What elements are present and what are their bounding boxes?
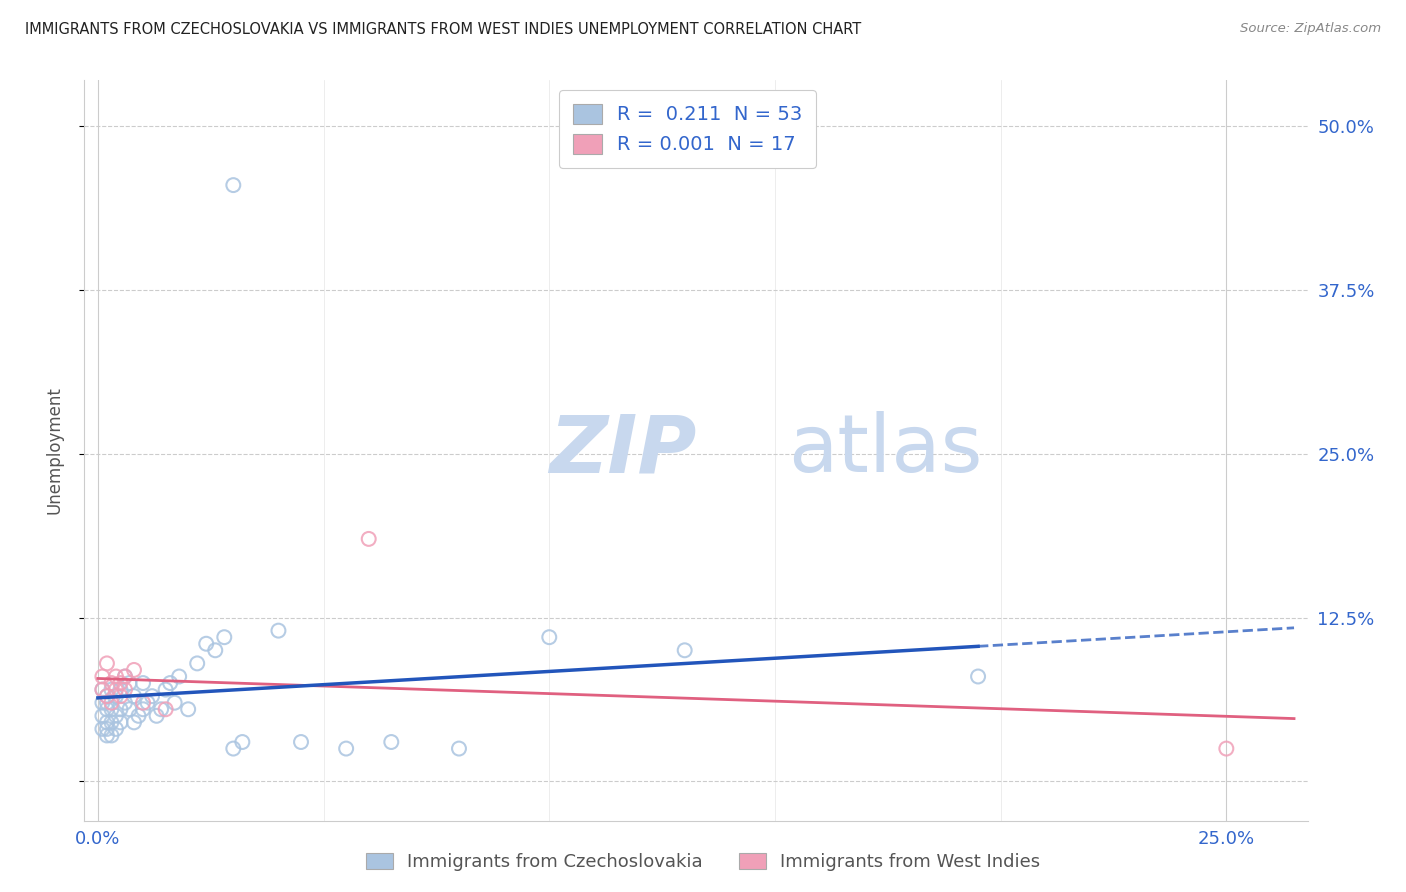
Point bbox=[163, 696, 186, 710]
Point bbox=[114, 682, 136, 697]
Point bbox=[186, 657, 208, 671]
Point bbox=[118, 702, 141, 716]
Point bbox=[222, 741, 245, 756]
Point bbox=[122, 689, 145, 703]
Point bbox=[110, 682, 132, 697]
Point bbox=[141, 689, 163, 703]
Point bbox=[967, 669, 990, 683]
Legend: R =  0.211  N = 53, R = 0.001  N = 17: R = 0.211 N = 53, R = 0.001 N = 17 bbox=[560, 90, 815, 168]
Point bbox=[96, 696, 118, 710]
Point bbox=[177, 702, 200, 716]
Point bbox=[122, 663, 145, 677]
Point bbox=[104, 682, 127, 697]
Point bbox=[1215, 741, 1237, 756]
Point bbox=[214, 630, 236, 644]
Point bbox=[96, 689, 118, 703]
Point bbox=[96, 689, 118, 703]
Point bbox=[538, 630, 561, 644]
Point bbox=[96, 715, 118, 730]
Point bbox=[290, 735, 312, 749]
Point bbox=[91, 682, 114, 697]
Point bbox=[110, 676, 132, 690]
Point bbox=[136, 696, 159, 710]
Point bbox=[100, 702, 122, 716]
Point bbox=[159, 676, 181, 690]
Point bbox=[145, 708, 167, 723]
Point bbox=[222, 178, 245, 193]
Y-axis label: Unemployment: Unemployment bbox=[45, 386, 63, 515]
Point bbox=[91, 682, 114, 697]
Point bbox=[100, 715, 122, 730]
Point bbox=[110, 702, 132, 716]
Point bbox=[91, 708, 114, 723]
Point bbox=[155, 702, 177, 716]
Point bbox=[110, 715, 132, 730]
Text: ZIP: ZIP bbox=[550, 411, 696, 490]
Point bbox=[447, 741, 470, 756]
Point bbox=[357, 532, 380, 546]
Point bbox=[231, 735, 253, 749]
Text: IMMIGRANTS FROM CZECHOSLOVAKIA VS IMMIGRANTS FROM WEST INDIES UNEMPLOYMENT CORRE: IMMIGRANTS FROM CZECHOSLOVAKIA VS IMMIGR… bbox=[25, 22, 862, 37]
Point bbox=[104, 708, 127, 723]
Point bbox=[114, 696, 136, 710]
Point bbox=[91, 722, 114, 736]
Point bbox=[150, 702, 173, 716]
Point bbox=[104, 689, 127, 703]
Text: atlas: atlas bbox=[787, 411, 981, 490]
Point bbox=[204, 643, 226, 657]
Point bbox=[380, 735, 402, 749]
Text: Source: ZipAtlas.com: Source: ZipAtlas.com bbox=[1240, 22, 1381, 36]
Point bbox=[100, 696, 122, 710]
Point bbox=[155, 682, 177, 697]
Point bbox=[96, 729, 118, 743]
Point bbox=[96, 702, 118, 716]
Point bbox=[673, 643, 696, 657]
Point bbox=[132, 696, 155, 710]
Point bbox=[114, 669, 136, 683]
Point bbox=[91, 669, 114, 683]
Point bbox=[100, 682, 122, 697]
Point bbox=[104, 669, 127, 683]
Point bbox=[104, 722, 127, 736]
Point bbox=[114, 669, 136, 683]
Point bbox=[100, 676, 122, 690]
Point bbox=[100, 729, 122, 743]
Point bbox=[195, 637, 218, 651]
Point bbox=[132, 676, 155, 690]
Point bbox=[118, 676, 141, 690]
Point bbox=[122, 715, 145, 730]
Point bbox=[128, 708, 150, 723]
Point bbox=[267, 624, 290, 638]
Legend: Immigrants from Czechoslovakia, Immigrants from West Indies: Immigrants from Czechoslovakia, Immigran… bbox=[359, 846, 1047, 879]
Point bbox=[91, 696, 114, 710]
Point bbox=[96, 657, 118, 671]
Point bbox=[96, 722, 118, 736]
Point bbox=[335, 741, 357, 756]
Point bbox=[110, 689, 132, 703]
Point bbox=[132, 702, 155, 716]
Point bbox=[167, 669, 190, 683]
